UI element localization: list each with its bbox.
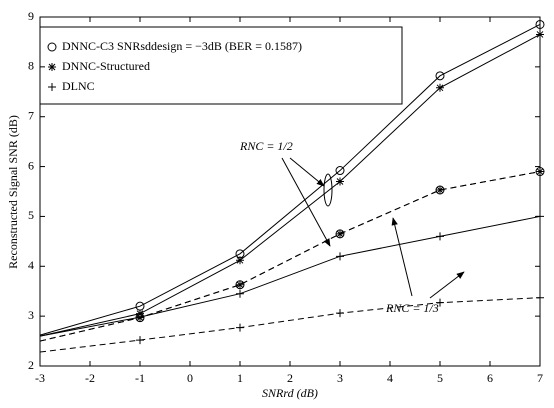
plot <box>39 19 545 353</box>
x-tick-label: 6 <box>487 371 493 385</box>
arrow <box>289 157 325 187</box>
x-tick-label: 3 <box>337 371 343 385</box>
x-tick-label: -3 <box>35 371 45 385</box>
marker <box>336 177 344 186</box>
series-line <box>39 215 541 337</box>
marker <box>336 229 344 238</box>
marker <box>48 83 56 91</box>
x-tick-label: -2 <box>85 371 95 385</box>
marker <box>136 336 144 345</box>
series-line <box>39 24 541 336</box>
x-tick-label: 4 <box>387 371 393 385</box>
y-axis-label: Reconstructed Signal SNR (dB) <box>6 115 20 269</box>
annotation: RNC = 1/3 <box>385 301 439 315</box>
x-tick-label: 1 <box>237 371 243 385</box>
legend-label: DLNC <box>62 79 95 93</box>
marker <box>436 83 444 92</box>
marker <box>336 309 344 318</box>
y-tick-label: 7 <box>28 108 34 122</box>
ellipse <box>323 173 333 207</box>
series-line <box>39 171 541 342</box>
arrow <box>391 217 413 297</box>
marker <box>335 166 345 176</box>
y-tick-label: 2 <box>28 358 34 372</box>
series-line <box>39 34 541 337</box>
x-tick-label: 0 <box>187 371 193 385</box>
y-tick-label: 4 <box>28 258 34 272</box>
x-tick-label: 5 <box>437 371 443 385</box>
x-tick-label: 2 <box>287 371 293 385</box>
annotation: RNC = 1/2 <box>239 139 293 153</box>
series-line <box>39 171 541 342</box>
x-axis-label: SNRrd (dB) <box>262 386 318 400</box>
series-line <box>39 297 541 353</box>
marker <box>236 289 244 298</box>
y-tick-label: 6 <box>28 158 34 172</box>
arrow <box>429 271 465 299</box>
y-tick-label: 8 <box>28 59 34 73</box>
marker <box>47 42 57 52</box>
marker <box>136 313 144 322</box>
marker <box>536 167 544 176</box>
y-tick-label: 9 <box>28 9 34 23</box>
y-tick-label: 3 <box>28 308 34 322</box>
marker <box>236 323 244 332</box>
marker <box>436 298 444 307</box>
legend-label: DNNC-Structured <box>62 59 150 73</box>
marker <box>336 252 344 261</box>
marker <box>436 186 444 195</box>
x-tick-label: 7 <box>537 371 543 385</box>
marker <box>435 71 445 81</box>
arrow <box>281 157 331 247</box>
marker <box>48 63 56 71</box>
marker <box>536 30 544 39</box>
marker <box>236 256 244 265</box>
legend-box <box>39 26 403 105</box>
y-tick-label: 5 <box>28 208 34 222</box>
x-tick-label: -1 <box>135 371 145 385</box>
marker <box>236 280 244 289</box>
marker <box>536 293 544 302</box>
marker <box>436 232 444 241</box>
legend-label: DNNC-C3 SNRsddesign = −3dB (BER = 0.1587… <box>62 39 302 53</box>
